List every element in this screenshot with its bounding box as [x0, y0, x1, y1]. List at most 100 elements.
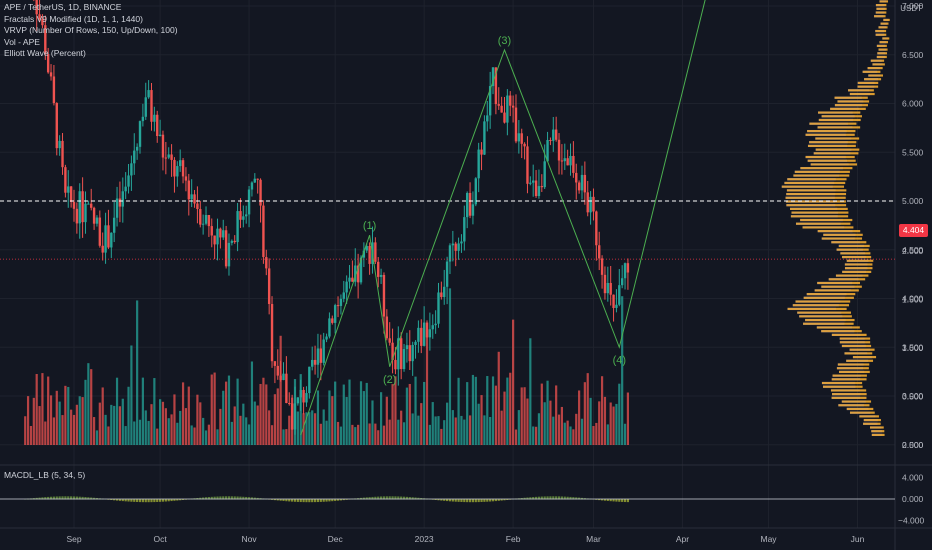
vp-row-up: [852, 355, 877, 359]
price-axis[interactable]: 8.0007.5007.0006.5006.0005.5005.0004.500…: [898, 0, 925, 526]
indicator-elliott-wave[interactable]: Elliott Wave (Percent): [4, 48, 86, 58]
vp-row-up: [874, 15, 886, 18]
volume-bar: [443, 420, 446, 445]
vp-row-up: [844, 263, 873, 266]
macd-bar: [437, 499, 440, 501]
volume-tick-label: 0.000: [902, 440, 924, 450]
candle-body: [262, 205, 265, 258]
candle-body: [118, 198, 122, 207]
vp-row-up: [839, 370, 870, 374]
candle-body: [580, 174, 584, 191]
candle-body: [428, 329, 432, 338]
volume-bar: [133, 421, 136, 445]
volume-bar: [448, 288, 452, 445]
vp-row-up: [800, 167, 853, 170]
macd-bar: [67, 496, 70, 500]
candle-body: [204, 215, 208, 224]
candle-body: [242, 216, 245, 220]
vp-row-up: [809, 141, 857, 144]
volume-bar: [47, 376, 50, 445]
vp-row-up: [875, 4, 887, 7]
volume-bar: [161, 401, 165, 445]
candle-body: [35, 0, 38, 15]
volume-bar: [446, 402, 449, 445]
candle-body: [342, 292, 345, 299]
vp-row-up: [828, 278, 866, 281]
symbol-title[interactable]: APE / TetherUS, 1D, BINANCE: [4, 2, 122, 12]
volume-bar: [202, 417, 205, 445]
macd-bar: [216, 496, 219, 500]
vp-row-up: [864, 78, 882, 81]
volume-bar: [425, 329, 429, 445]
volume-tick-label: 0.500: [902, 392, 924, 402]
macd-legend[interactable]: MACDL_LB (5, 34, 5): [4, 470, 86, 480]
macd-bar: [529, 497, 532, 500]
vp-row-up: [831, 241, 867, 244]
candle-body: [534, 180, 538, 197]
macd-bar: [222, 496, 225, 500]
volume-bar: [408, 383, 411, 445]
candle-body: [486, 115, 489, 122]
candle-body: [437, 292, 440, 324]
vp-row-up: [810, 163, 858, 166]
candle-body: [213, 235, 216, 245]
vp-row-up: [849, 92, 875, 96]
candle-body: [612, 294, 615, 308]
indicator-vrvp[interactable]: VRVP (Number Of Rows, 150, Up/Down, 100): [4, 25, 178, 35]
volume-bar: [193, 427, 196, 445]
vp-row-up: [803, 322, 854, 325]
macd-bar: [49, 496, 53, 500]
candle-body: [133, 150, 136, 164]
volume-bar: [623, 423, 627, 445]
volume-bar: [313, 413, 317, 445]
volume-bar: [179, 410, 182, 445]
vp-row-up: [871, 433, 885, 436]
macd-bar: [233, 496, 236, 500]
vp-row-up: [878, 26, 888, 29]
candle-body: [609, 282, 612, 295]
candle-body: [61, 140, 64, 168]
candle-body: [98, 217, 102, 246]
volume-bar: [359, 381, 363, 445]
candle-body: [72, 201, 76, 209]
volume-bar: [566, 420, 569, 445]
indicator-fractals[interactable]: Fractals V9 Modified (1D, 1, 1, 1440): [4, 13, 143, 24]
price-tick-label: 4.500: [902, 245, 924, 255]
candle-body: [319, 348, 323, 363]
volume-bar: [276, 388, 279, 445]
macd-bar: [371, 496, 374, 500]
candle-body: [549, 140, 552, 142]
volume-bar: [270, 425, 274, 445]
volume-bar: [265, 384, 268, 445]
vp-row-up: [841, 344, 872, 348]
macd-bar: [595, 499, 598, 500]
vp-row-up: [821, 285, 862, 288]
candle-body: [233, 240, 236, 243]
vp-row-up: [806, 293, 856, 296]
volume-bar: [417, 415, 420, 445]
macd-bar: [55, 496, 58, 500]
candle-body: [480, 149, 483, 155]
macd-bar: [382, 496, 386, 500]
vp-row-up: [880, 22, 889, 25]
candle-body: [445, 261, 449, 287]
volume-bar: [382, 425, 386, 445]
macd-bar: [328, 499, 331, 502]
volume-bar: [598, 401, 601, 445]
candle-body: [121, 191, 124, 207]
candle-body: [75, 208, 79, 224]
vp-row-up: [818, 118, 861, 122]
candle-body: [414, 341, 417, 345]
macd-bar: [302, 499, 305, 503]
candle-body: [247, 189, 251, 215]
macd-bar: [282, 499, 285, 501]
candle-body: [52, 76, 56, 104]
volume-bar: [526, 398, 529, 445]
macd-bar: [400, 496, 403, 500]
indicator-volume[interactable]: Vol - APE: [4, 36, 40, 47]
time-axis[interactable]: Sep Oct Nov Dec 2023 Feb Mar Apr May Jun: [66, 534, 864, 544]
volume-bar: [299, 374, 302, 445]
volume-bar: [454, 417, 457, 445]
macd-bar: [503, 499, 506, 501]
